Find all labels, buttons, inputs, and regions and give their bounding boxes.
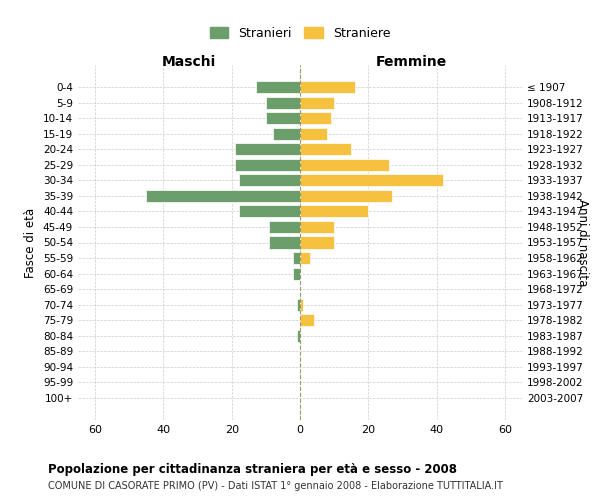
- Bar: [300, 190, 392, 202]
- Bar: [300, 206, 368, 218]
- Bar: [272, 128, 300, 140]
- Text: Maschi: Maschi: [162, 54, 216, 68]
- Y-axis label: Fasce di età: Fasce di età: [25, 208, 37, 278]
- Bar: [296, 298, 300, 310]
- Text: Popolazione per cittadinanza straniera per età e sesso - 2008: Popolazione per cittadinanza straniera p…: [48, 462, 457, 475]
- Bar: [300, 159, 389, 171]
- Bar: [239, 174, 300, 186]
- Bar: [300, 128, 328, 140]
- Bar: [300, 298, 304, 310]
- Bar: [296, 330, 300, 342]
- Bar: [235, 159, 300, 171]
- Bar: [293, 252, 300, 264]
- Bar: [269, 236, 300, 248]
- Bar: [239, 206, 300, 218]
- Bar: [300, 174, 443, 186]
- Bar: [300, 81, 355, 94]
- Bar: [300, 96, 334, 109]
- Bar: [269, 221, 300, 233]
- Bar: [300, 314, 314, 326]
- Bar: [300, 221, 334, 233]
- Bar: [146, 190, 300, 202]
- Legend: Stranieri, Straniere: Stranieri, Straniere: [205, 22, 395, 44]
- Text: COMUNE DI CASORATE PRIMO (PV) - Dati ISTAT 1° gennaio 2008 - Elaborazione TUTTIT: COMUNE DI CASORATE PRIMO (PV) - Dati IST…: [48, 481, 503, 491]
- Bar: [256, 81, 300, 94]
- Bar: [300, 236, 334, 248]
- Bar: [300, 252, 310, 264]
- Bar: [293, 268, 300, 280]
- Bar: [235, 144, 300, 156]
- Bar: [300, 112, 331, 124]
- Y-axis label: Anni di nascita: Anni di nascita: [576, 199, 589, 286]
- Text: Femmine: Femmine: [376, 54, 446, 68]
- Bar: [266, 96, 300, 109]
- Bar: [300, 144, 351, 156]
- Bar: [266, 112, 300, 124]
